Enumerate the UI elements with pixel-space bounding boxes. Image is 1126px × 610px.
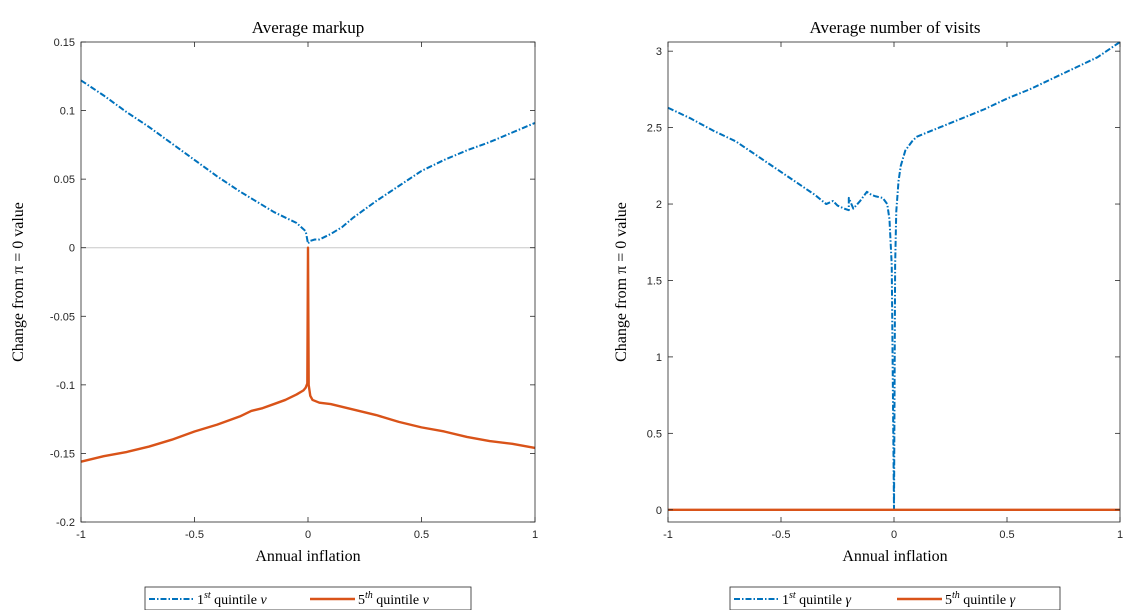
x-tick-label: -0.5 (772, 529, 791, 541)
x-axis-ticks: -1 -0.5 0 0.5 1 (76, 42, 538, 541)
series-layer (80, 79, 536, 463)
legend: 1st quintile v 5th quintile v (144, 586, 472, 610)
legend-label-series-1: 1st quintile γ (782, 590, 851, 608)
chart-title: Average number of visits (809, 18, 980, 37)
x-axis-ticks: -1 -0.5 0 0.5 1 (663, 42, 1123, 541)
legend-label-series-2: 5th quintile v (358, 590, 430, 608)
chart-average-number-of-visits: Average number of visits -1 -0.5 0 0.5 1 0 0.… (613, 18, 1123, 610)
y-tick-label: -0.05 (50, 311, 75, 323)
legend-label-series-2: 5th quintile γ (945, 590, 1016, 608)
y-tick-label: 0 (69, 243, 75, 255)
x-tick-label: 0 (891, 529, 897, 541)
legend: 1st quintile γ 5th quintile γ (729, 586, 1061, 610)
x-tick-label: 0 (305, 529, 311, 541)
x-tick-label: 1 (532, 529, 538, 541)
x-tick-label: -0.5 (185, 529, 204, 541)
y-tick-label: 1.5 (647, 275, 662, 287)
legend-label-series-1: 1st quintile v (197, 590, 267, 608)
x-axis-label: Annual inflation (255, 548, 360, 565)
series-1-line (667, 41, 1121, 511)
y-tick-label: 0.5 (647, 428, 662, 440)
y-axis-ticks: 0 0.5 1 1.5 2 2.5 3 (647, 46, 1120, 517)
y-tick-label: 0 (656, 505, 662, 517)
x-axis-label: Annual inflation (842, 548, 947, 565)
series-layer (667, 41, 1121, 511)
x-tick-label: 1 (1117, 529, 1123, 541)
chart-title: Average markup (252, 18, 365, 37)
y-tick-label: 2 (656, 199, 662, 211)
x-tick-label: 0.5 (414, 529, 429, 541)
y-tick-label: -0.15 (50, 448, 75, 460)
y-tick-label: 2.5 (647, 123, 662, 135)
x-tick-label: 0.5 (999, 529, 1014, 541)
y-tick-label: 1 (656, 352, 662, 364)
series-2-line (80, 246, 536, 463)
y-tick-label: 3 (656, 46, 662, 58)
legend-box (144, 586, 472, 610)
y-tick-label: -0.1 (56, 380, 75, 392)
chart-average-markup: Average markup -1 -0.5 0 0.5 1 -0.2 -0.15 -0.1… (10, 18, 538, 610)
y-tick-label: 0.15 (54, 37, 75, 49)
y-axis-ticks: -0.2 -0.15 -0.1 -0.05 0 0.05 0.1 0.15 (50, 37, 535, 529)
y-axis-label: Change from π = 0 value (613, 202, 630, 362)
x-tick-label: -1 (76, 529, 86, 541)
y-tick-label: -0.2 (56, 517, 75, 529)
x-tick-label: -1 (663, 529, 673, 541)
y-tick-label: 0.05 (54, 174, 75, 186)
y-axis-label: Change from π = 0 value (10, 202, 27, 362)
series-1-line (80, 79, 536, 245)
y-tick-label: 0.1 (60, 106, 75, 118)
legend-box (729, 586, 1061, 610)
